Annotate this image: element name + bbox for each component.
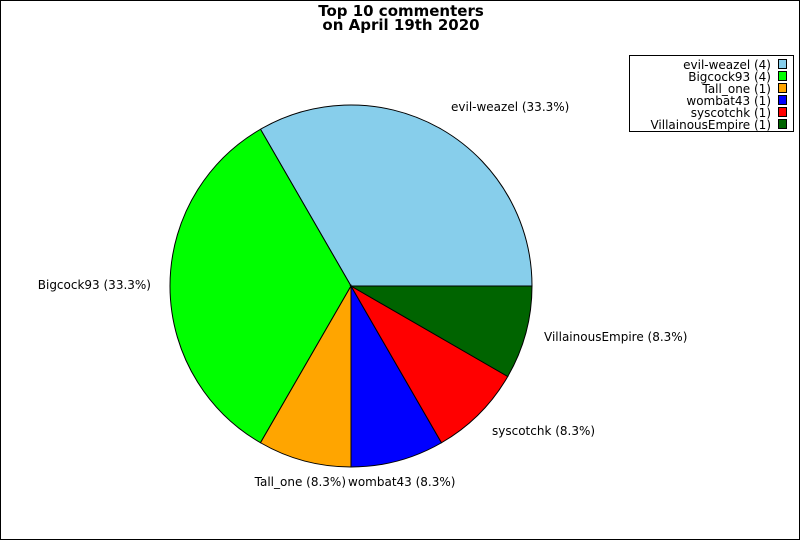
slice-label-Bigcock93: Bigcock93 (33.3%)	[38, 278, 151, 292]
chart-title-line-2: on April 19th 2020	[322, 16, 480, 34]
legend-swatch-wombat43	[778, 95, 787, 105]
legend-swatch-syscotchk	[778, 107, 787, 117]
pie-slice-syscotchk	[349, 284, 509, 444]
legend-swatch-Bigcock93	[778, 71, 787, 81]
pie-slice-evil-weazel	[259, 104, 533, 287]
slice-label-wombat43: wombat43 (8.3%)	[348, 475, 455, 489]
legend-swatch-VillainousEmpire	[778, 119, 787, 129]
legend-swatch-Tall_one	[778, 83, 787, 93]
slice-label-evil-weazel: evil-weazel (33.3%)	[451, 100, 569, 114]
legend-label-syscotchk: syscotchk (1)	[691, 106, 771, 120]
legend-label-VillainousEmpire: VillainousEmpire (1)	[650, 118, 771, 132]
legend-label-evil-weazel: evil-weazel (4)	[683, 58, 771, 72]
pie-slice-Tall_one	[259, 284, 352, 468]
legend-label-Tall_one: Tall_one (1)	[701, 82, 771, 96]
slice-label-Tall_one: Tall_one (8.3%)	[254, 475, 346, 489]
slice-label-syscotchk: syscotchk (8.3%)	[492, 424, 595, 438]
pie-slice-wombat43	[350, 284, 443, 468]
legend-box	[629, 55, 794, 132]
legend-label-wombat43: wombat43 (1)	[686, 94, 771, 108]
slice-label-VillainousEmpire: VillainousEmpire (8.3%)	[544, 330, 687, 344]
legend-swatch-evil-weazel	[778, 59, 787, 69]
chart-title-line-1: Top 10 commenters	[318, 2, 484, 20]
legend-label-Bigcock93: Bigcock93 (4)	[688, 70, 771, 84]
pie-slice-VillainousEmpire	[349, 285, 533, 378]
